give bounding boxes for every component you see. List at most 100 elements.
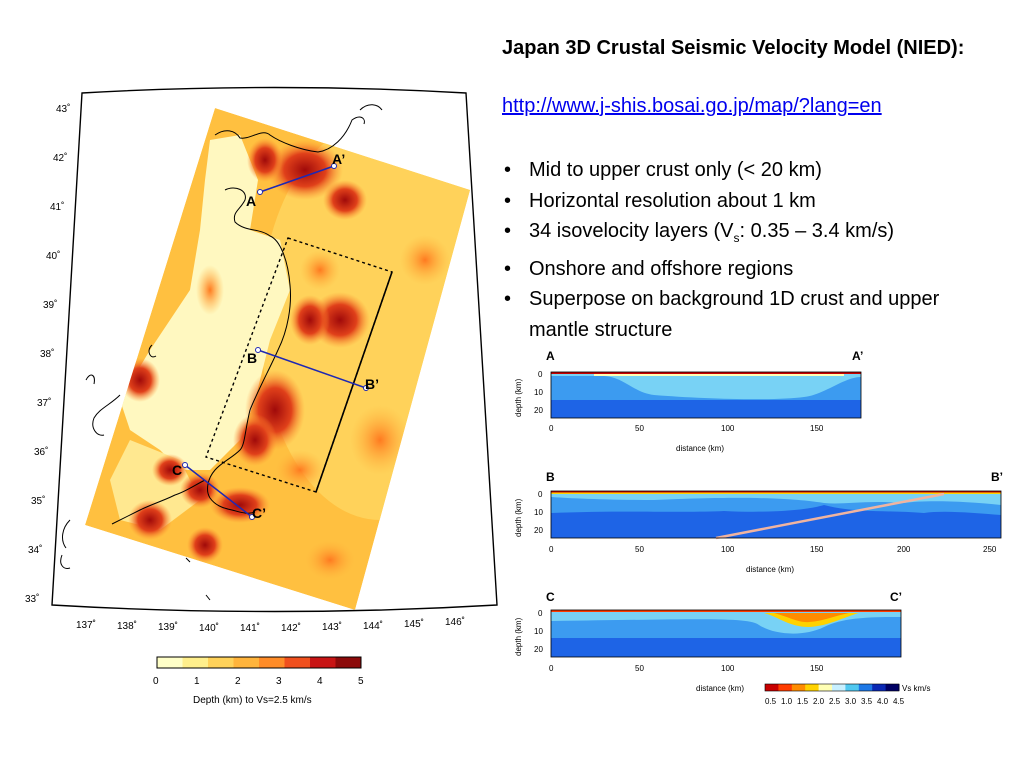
colorbar-tick: 2 — [235, 676, 241, 687]
distance-tick: 250 — [983, 545, 997, 554]
cross-section-c: C C’ depth (km) 0 10 20 0 50 100 150 dis… — [514, 590, 902, 693]
distance-tick: 150 — [810, 664, 824, 673]
bullet-dot: • — [504, 288, 512, 310]
colorbar-swatch — [310, 657, 336, 668]
depth-ticks: 0 10 20 — [534, 370, 543, 415]
colorbar-label: Depth (km) to Vs=2.5 km/s — [193, 695, 312, 706]
vs-colorbar-label: Vs km/s — [902, 684, 930, 693]
bullet-text: 34 isovelocity layers (V — [529, 220, 734, 242]
colorbar-swatch — [259, 657, 285, 668]
profile-line-b — [257, 349, 367, 389]
cross-section-a: A A’ depth (km) 0 10 20 0 50 100 150 dis… — [514, 349, 863, 453]
bullet-subscript: s — [733, 231, 740, 245]
section-label-left: A — [546, 349, 555, 363]
coastline — [92, 116, 365, 525]
profile-point — [257, 189, 263, 195]
lon-label: 139˚ — [158, 621, 178, 633]
depth-axis-label: depth (km) — [514, 617, 523, 656]
vs-ticks: 0.5 1.0 1.5 2.0 2.5 3.0 3.5 4.0 4.5 — [765, 697, 905, 706]
bullet-item: • Horizontal resolution about 1 km — [502, 186, 1002, 217]
colorbar-tick: 3 — [276, 676, 282, 687]
depth-map-figure: 43˚ 42˚ 41˚ 40˚ 39˚ 38˚ 37˚ 36˚ 35˚ 34˚ … — [25, 86, 498, 706]
depth-tick: 20 — [534, 645, 543, 654]
cross-section-b: B B’ depth (km) 0 10 20 0 50 100 150 200… — [514, 470, 1003, 574]
profile-line-a — [259, 165, 335, 193]
distance-tick: 200 — [897, 545, 911, 554]
colorbar-swatch — [157, 657, 183, 668]
distance-tick: 100 — [721, 545, 735, 554]
depth-axis-label: depth (km) — [514, 498, 523, 537]
distance-ticks: 0 50 100 150 — [549, 664, 824, 673]
vs-colorbar-swatch — [832, 684, 846, 691]
lat-label: 42˚ — [53, 152, 67, 164]
distance-tick: 50 — [635, 424, 644, 433]
distance-tick: 0 — [549, 424, 554, 433]
distance-ticks: 0 50 100 150 200 250 — [549, 545, 997, 554]
colorbar-swatch — [233, 657, 260, 668]
bullet-item: • Superpose on background 1D crust and up… — [502, 284, 1002, 345]
coastline-outside — [60, 104, 383, 601]
lon-label: 145˚ — [404, 618, 424, 630]
lon-label: 142˚ — [281, 622, 301, 634]
distance-axis-label: distance (km) — [696, 684, 744, 693]
profile-label-a2: A’ — [332, 151, 345, 167]
longitude-labels: 137˚ 138˚ 139˚ 140˚ 141˚ 142˚ 143˚ 144˚ … — [76, 616, 465, 634]
study-region-edge — [315, 271, 393, 493]
moho-line — [715, 492, 945, 540]
bullet-list: • Mid to upper crust only (< 20 km) • Hori… — [502, 155, 1002, 345]
section-label-left: C — [546, 590, 555, 604]
vs-tick: 0.5 — [765, 697, 777, 706]
depth-ticks: 0 10 20 — [534, 609, 543, 654]
depth-ticks: 0 10 20 — [534, 490, 543, 535]
profile-point — [249, 514, 255, 520]
profile-line-c — [184, 464, 253, 518]
lon-label: 140˚ — [199, 622, 219, 634]
vs-colorbar-swatch — [872, 684, 887, 691]
bullet-text: Superpose on background 1D crust and upp… — [529, 288, 940, 341]
distance-tick: 100 — [721, 424, 735, 433]
profile-point — [331, 163, 337, 169]
distance-tick: 150 — [810, 424, 824, 433]
section-label-left: B — [546, 470, 555, 484]
vs-colorbar-swatch — [885, 684, 900, 691]
depth-axis-label: depth (km) — [514, 378, 523, 417]
lat-label: 39˚ — [43, 299, 57, 311]
vs-colorbar-swatch — [765, 684, 779, 691]
profile-point — [182, 462, 188, 468]
depth-tick: 20 — [534, 526, 543, 535]
depth-tick: 0 — [538, 370, 543, 379]
bullet-text: Horizontal resolution about 1 km — [529, 189, 816, 212]
lat-label: 34˚ — [28, 544, 42, 556]
lon-label: 137˚ — [76, 619, 96, 631]
section-label-right: C’ — [890, 590, 902, 604]
depth-tick: 10 — [534, 627, 543, 636]
distance-tick: 50 — [635, 664, 644, 673]
bullet-dot: • — [504, 159, 512, 181]
lon-label: 138˚ — [117, 620, 137, 632]
distance-tick: 100 — [721, 664, 735, 673]
depth-colorbar: 0 1 2 3 4 5 Depth (km) to Vs=2.5 km/s — [153, 656, 364, 706]
colorbar-swatch — [182, 657, 209, 668]
model-link[interactable]: http://www.j-shis.bosai.go.jp/map/?lang=… — [502, 95, 882, 117]
bullet-dot: • — [504, 189, 512, 212]
colorbar-swatch — [335, 657, 362, 668]
depth-tick: 20 — [534, 406, 543, 415]
colorbar-tick: 5 — [358, 676, 364, 687]
profile-labels: A A’ B B’ C C’ — [172, 151, 379, 521]
slide-title: Japan 3D Crustal Seismic Velocity Model … — [502, 37, 965, 59]
lon-label: 143˚ — [322, 621, 342, 633]
bullet-dot: • — [504, 257, 512, 280]
section-label-right: A’ — [852, 349, 863, 363]
lon-label: 141˚ — [240, 622, 260, 634]
lat-label: 41˚ — [50, 201, 64, 213]
depth-tick: 0 — [538, 609, 543, 618]
section-label-right: B’ — [991, 470, 1003, 484]
vs-colorbar: Vs km/s 0.5 1.0 1.5 2.0 2.5 3.0 3.5 4.0 … — [764, 683, 930, 706]
profile-label-c: C — [172, 462, 182, 478]
vs-colorbar-swatch — [858, 684, 873, 691]
distance-tick: 0 — [549, 664, 554, 673]
colorbar-tick: 0 — [153, 676, 159, 687]
lat-label: 43˚ — [56, 103, 70, 115]
bullet-item: • Mid to upper crust only (< 20 km) — [502, 155, 1002, 186]
bullet-text: Onshore and offshore regions — [529, 257, 794, 280]
